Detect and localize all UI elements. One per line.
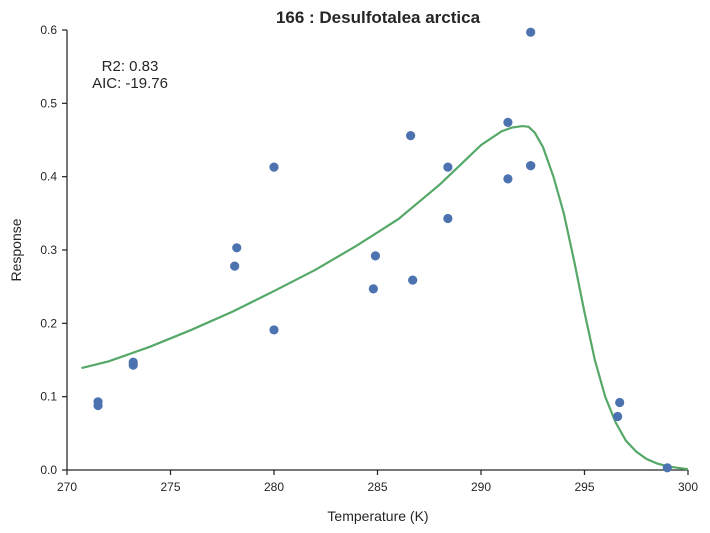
data-point	[93, 400, 103, 411]
fit-curve	[81, 124, 689, 471]
data-point	[230, 261, 240, 271]
data-point	[370, 251, 381, 261]
y-tick-label: 0.6	[40, 23, 57, 37]
data-point	[408, 275, 418, 285]
x-tick-label: 290	[471, 480, 491, 494]
data-point	[615, 397, 625, 408]
data-point	[443, 213, 453, 224]
x-tick-label: 285	[367, 480, 387, 494]
x-tick-label: 295	[574, 480, 594, 494]
r2-annotation: R2: 0.83	[102, 58, 159, 75]
x-tick-label: 270	[57, 480, 77, 494]
y-ticks: 0.0 0.1 0.2 0.3 0.4 0.5 0.6	[40, 23, 67, 477]
y-tick-label: 0.3	[40, 243, 57, 257]
y-axis-label: Response	[8, 218, 24, 281]
data-point	[662, 463, 672, 473]
y-tick-label: 0.2	[40, 316, 57, 330]
chart-title: 166 : Desulfotalea arctica	[276, 8, 481, 27]
aic-annotation: AIC: -19.76	[92, 75, 168, 92]
x-tick-label: 275	[160, 480, 180, 494]
data-point	[269, 325, 279, 335]
data-point	[526, 27, 536, 37]
y-tick-label: 0.1	[40, 390, 57, 404]
data-point	[613, 411, 623, 422]
data-point	[443, 162, 453, 172]
data-point	[406, 131, 416, 141]
y-tick-label: 0.0	[40, 463, 57, 477]
x-axis-label: Temperature (K)	[327, 508, 428, 524]
data-points-layer	[93, 27, 672, 473]
y-tick-label: 0.4	[40, 170, 57, 184]
fit-curve-layer	[81, 124, 689, 471]
x-tick-label: 280	[264, 480, 284, 494]
data-point	[526, 161, 536, 171]
data-point	[232, 243, 242, 253]
x-tick-label: 300	[678, 480, 698, 494]
data-point	[269, 162, 279, 172]
data-point	[503, 174, 513, 184]
data-point	[368, 284, 378, 294]
data-point	[128, 360, 138, 370]
data-point	[503, 117, 513, 127]
y-tick-label: 0.5	[40, 96, 57, 110]
x-ticks: 270 275 280 285 290 295 300	[57, 470, 698, 494]
